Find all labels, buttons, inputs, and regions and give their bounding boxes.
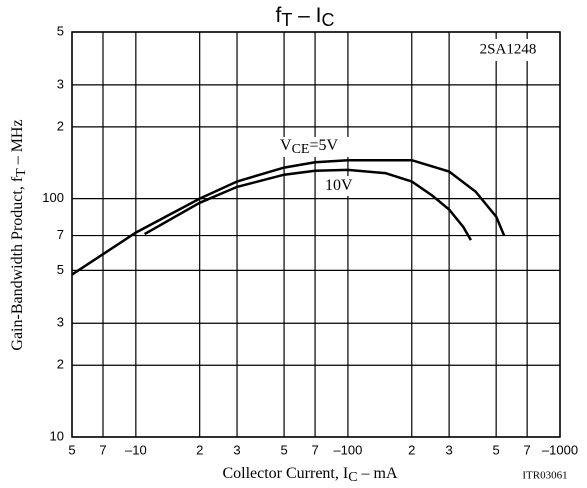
- chart-title-part: – I: [292, 4, 321, 27]
- part-number: 2SA1248: [480, 41, 537, 57]
- y-tick-label: 2: [57, 118, 64, 133]
- series-label-part: V: [280, 137, 292, 154]
- y-tick-label: 2: [57, 357, 64, 372]
- y-axis-title-part: – MHz: [9, 119, 26, 168]
- y-tick-label: 10: [50, 428, 64, 443]
- chart-title: fT – IC: [275, 4, 334, 31]
- y-axis-title: Gain-Bandwidth Product, fT – MHz: [9, 119, 30, 350]
- series-line: [143, 168, 472, 241]
- x-tick-label: 3: [445, 442, 452, 457]
- series-label: VCE=5V: [280, 137, 338, 158]
- x-tick-label: 3: [233, 442, 240, 457]
- x-tick-label: –100: [333, 442, 362, 457]
- series-line: [71, 158, 506, 276]
- x-tick-label: 5: [280, 442, 287, 457]
- chart-title-part: T: [281, 10, 292, 30]
- y-tick-label: 5: [57, 262, 64, 277]
- x-tick-label: 7: [311, 442, 318, 457]
- x-tick-label: 5: [68, 442, 75, 457]
- x-tick-label: 2: [408, 442, 415, 457]
- y-tick-label: 3: [57, 315, 64, 330]
- plot-frame: [71, 31, 561, 438]
- x-axis-title-part: – mA: [358, 465, 398, 482]
- label-bg: [466, 39, 550, 61]
- x-tick-label: 5: [493, 442, 500, 457]
- figure-code: ITR03061: [522, 470, 567, 482]
- x-tick-label: 2: [196, 442, 203, 457]
- x-tick-label: –1000: [542, 442, 578, 457]
- x-tick-label: 7: [99, 442, 106, 457]
- x-axis-title: Collector Current, IC – mA: [222, 465, 398, 486]
- chart-title-part: C: [322, 10, 335, 30]
- x-axis-title-part: Collector Current, I: [222, 465, 348, 482]
- y-axis-title-part: Gain-Bandwidth Product, f: [9, 176, 26, 350]
- y-tick-label: 100: [42, 190, 64, 205]
- y-tick-label: 7: [57, 227, 64, 242]
- series-label-part: 10V: [325, 177, 353, 194]
- x-tick-label: 7: [524, 442, 531, 457]
- y-tick-label: 3: [57, 76, 64, 91]
- label-bg: [322, 176, 364, 196]
- series-label: 10V: [325, 177, 353, 194]
- series-label-part: CE: [292, 142, 310, 157]
- x-tick-label: –10: [125, 442, 147, 457]
- chart-title-part: f: [275, 4, 281, 27]
- series-label-part: =5V: [309, 137, 338, 154]
- y-axis-title-part: T: [14, 168, 29, 177]
- label-bg: [276, 137, 364, 157]
- y-tick-label: 5: [57, 23, 64, 38]
- x-axis-title-part: C: [348, 470, 357, 485]
